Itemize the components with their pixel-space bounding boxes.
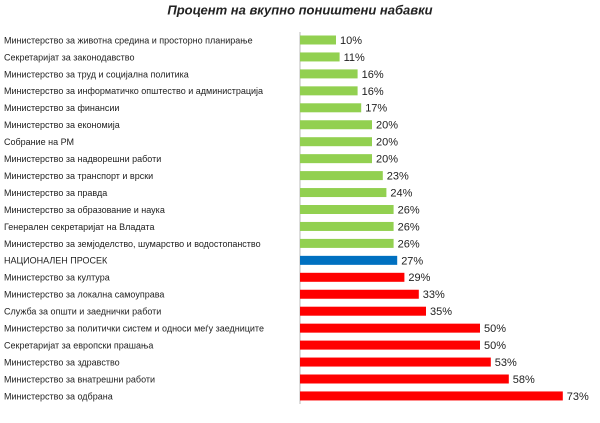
bar xyxy=(300,69,358,79)
bar xyxy=(300,391,563,401)
category-label: Министерство за транспорт и врски xyxy=(4,171,153,181)
category-label: Министерство за труд и социјална политик… xyxy=(4,69,189,79)
bar xyxy=(300,35,336,45)
value-label: 16% xyxy=(362,69,384,81)
category-label: Министерство за надворешни работи xyxy=(4,154,161,164)
category-label: Министерство за земјоделство, шумарство … xyxy=(4,239,261,249)
value-label: 17% xyxy=(365,103,387,115)
bar xyxy=(300,272,405,282)
value-label: 29% xyxy=(408,272,430,284)
category-label: Министерство за политички систем и однос… xyxy=(4,324,264,334)
bar xyxy=(300,52,340,62)
value-label: 23% xyxy=(387,171,409,183)
bar xyxy=(300,205,394,214)
bar xyxy=(300,154,372,164)
category-label: Министерство за здравство xyxy=(4,357,120,367)
category-label: Министерство за локална самоуправа xyxy=(4,290,164,300)
bar xyxy=(300,221,394,231)
value-label: 53% xyxy=(495,357,517,369)
category-label: Секретаријат за законодавство xyxy=(4,52,134,62)
bar xyxy=(300,323,480,333)
category-label: Министерство за правда xyxy=(4,188,107,198)
category-label: Служба за општи и заеднички работи xyxy=(4,307,161,317)
category-label: Министерство за информатичко општество и… xyxy=(4,86,263,96)
value-label: 58% xyxy=(513,374,535,386)
value-label: 33% xyxy=(423,289,445,301)
bar xyxy=(300,120,372,130)
category-label: Министерство за култура xyxy=(4,273,110,283)
bar xyxy=(300,340,480,350)
value-label: 16% xyxy=(362,86,384,98)
value-label: 73% xyxy=(567,391,589,403)
value-label: 20% xyxy=(376,154,398,166)
value-label: 11% xyxy=(344,52,365,64)
bar xyxy=(300,374,509,384)
category-label: НАЦИОНАЛЕН ПРОСЕК xyxy=(4,256,108,266)
category-label: Министерство за животна средина и просто… xyxy=(4,35,253,45)
bar xyxy=(300,103,362,113)
bar xyxy=(300,238,394,248)
value-label: 27% xyxy=(401,255,423,267)
bar xyxy=(300,86,358,96)
category-label: Собрание на РМ xyxy=(4,137,74,147)
category-label: Министерство за одбрана xyxy=(4,391,113,401)
category-label: Министерство за економија xyxy=(4,120,120,130)
bar xyxy=(300,171,383,181)
value-label: 50% xyxy=(484,323,506,335)
value-label: 26% xyxy=(398,238,420,250)
category-label: Генерален секретаријат на Владата xyxy=(4,222,154,232)
value-label: 50% xyxy=(484,340,506,352)
bar xyxy=(300,357,491,367)
category-label: Министерство за внатрешни работи xyxy=(4,374,155,384)
category-label: Министерство за образование и наука xyxy=(4,205,165,215)
chart-title: Процент на вкупно поништени набавки xyxy=(167,2,432,17)
value-label: 26% xyxy=(398,204,420,216)
value-label: 24% xyxy=(390,187,412,199)
bar xyxy=(300,137,372,147)
category-label: Министерство за финансии xyxy=(4,103,119,113)
value-label: 35% xyxy=(430,306,452,318)
bar xyxy=(300,255,398,265)
value-label: 10% xyxy=(340,35,362,47)
bar xyxy=(300,306,426,316)
bar xyxy=(300,188,387,198)
category-label: Секретаријат за европски прашања xyxy=(4,340,153,350)
value-label: 26% xyxy=(398,221,420,233)
value-label: 20% xyxy=(376,137,398,149)
value-label: 20% xyxy=(376,120,398,132)
bar xyxy=(300,289,419,299)
